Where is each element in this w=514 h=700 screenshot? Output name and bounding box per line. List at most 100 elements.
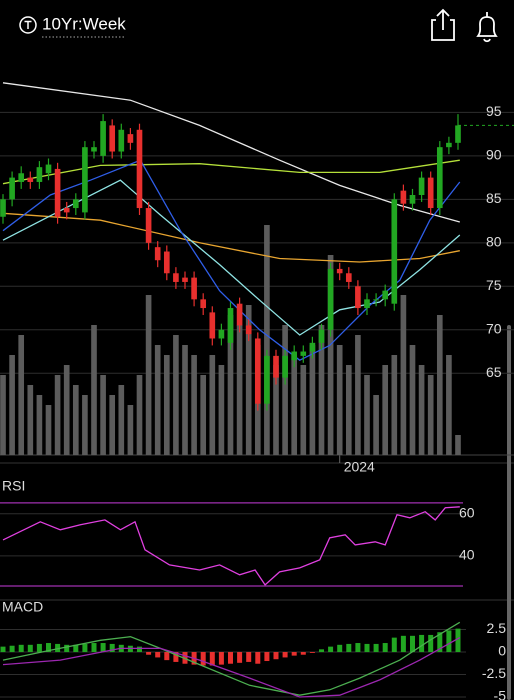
volume-bar [72,385,79,455]
candle-body [236,303,243,326]
histogram-bar [64,644,70,653]
candle-body [282,355,288,378]
volume-bar [264,225,270,455]
candle-body [182,277,188,282]
histogram-bar [73,644,79,653]
histogram-bar [45,643,52,653]
histogram-bar [0,646,6,653]
histogram-bar [246,652,252,662]
volume-bar [327,255,334,455]
y-tick-label: 65 [486,364,502,380]
y-tick-label: 85 [486,190,502,206]
histogram-bar [146,652,152,655]
histogram-bar [437,632,443,653]
candle-body [345,273,352,282]
histogram-bar [200,652,206,666]
scrollbar [507,325,511,700]
histogram-bar [318,649,324,653]
volume-bar [209,355,216,455]
alert-button[interactable] [476,12,498,43]
candle-body [173,273,179,282]
candle-body [145,208,152,243]
volume-bar [409,345,416,455]
histogram-bar [136,646,143,653]
histogram-bar [355,643,361,653]
histogram-bar [55,643,61,653]
candle-body [364,299,370,309]
histogram-bar [409,635,415,653]
histogram-bar [446,630,452,653]
macd-line [2,637,461,698]
volume-bar [291,355,298,455]
volume-bar [427,375,434,455]
volume-bar [227,315,234,455]
candle-body [264,355,270,404]
volume-bar [418,365,425,455]
candle-body [118,129,125,152]
histogram-bar [218,652,224,665]
volume-bar [273,365,279,455]
volume-bar [54,375,61,455]
candle-body [446,142,452,148]
histogram-bar [337,644,343,653]
histogram-bar [382,643,388,653]
y-tick-label: 2.5 [487,620,507,636]
share-button[interactable] [431,8,455,41]
histogram-bar [364,643,370,653]
histogram-bar [328,646,334,653]
volume-bar [82,395,88,455]
symbol-icon [19,16,37,34]
candle-body [218,329,225,339]
histogram-bar [282,652,288,658]
histogram-bar [18,644,24,653]
histogram-bar [309,652,315,653]
candle-body [400,190,407,204]
volume-bar [382,365,389,455]
candle-body [436,147,443,209]
symbol-icon-t [24,20,32,29]
candle-body [0,199,6,217]
volume-bar [436,315,443,455]
candle-body [191,277,197,300]
moving-average [2,212,460,263]
histogram-bar [164,652,170,661]
candle-body [136,129,143,209]
candle-body [91,147,97,152]
candle-body [9,177,15,200]
volume-bar [118,385,125,455]
volume-bar [127,405,134,455]
moving-average [2,159,461,361]
histogram-bar [264,652,270,662]
candle-body [127,134,134,143]
histogram-bar [273,652,279,660]
volume-bar [400,295,407,455]
candle-body [54,168,61,217]
volume-bar [182,345,188,455]
volume-bar [154,345,161,455]
histogram-bar [428,634,434,653]
histogram-bar [100,643,106,653]
candle-body [327,268,334,330]
histogram-bar [155,652,161,658]
histogram-bar [109,643,115,653]
histogram-bar [300,652,306,655]
symbol-button[interactable]: 10Yr:Week [19,14,126,38]
histogram-bar [9,645,15,653]
macd-line [2,621,461,696]
volume-bar [282,325,288,455]
candle-body [300,351,307,356]
y-tick-label: -5 [494,688,507,700]
volume-bar [145,295,152,455]
candle-body [245,325,252,335]
share-icon [431,8,455,41]
candle-body [273,355,279,378]
volume-bar [109,395,116,455]
volume-bar [27,385,34,455]
candle-body [291,351,298,361]
candle-body [227,308,234,343]
histogram-bar [391,637,397,653]
volume-bar [191,355,197,455]
histogram-bar [255,652,261,664]
